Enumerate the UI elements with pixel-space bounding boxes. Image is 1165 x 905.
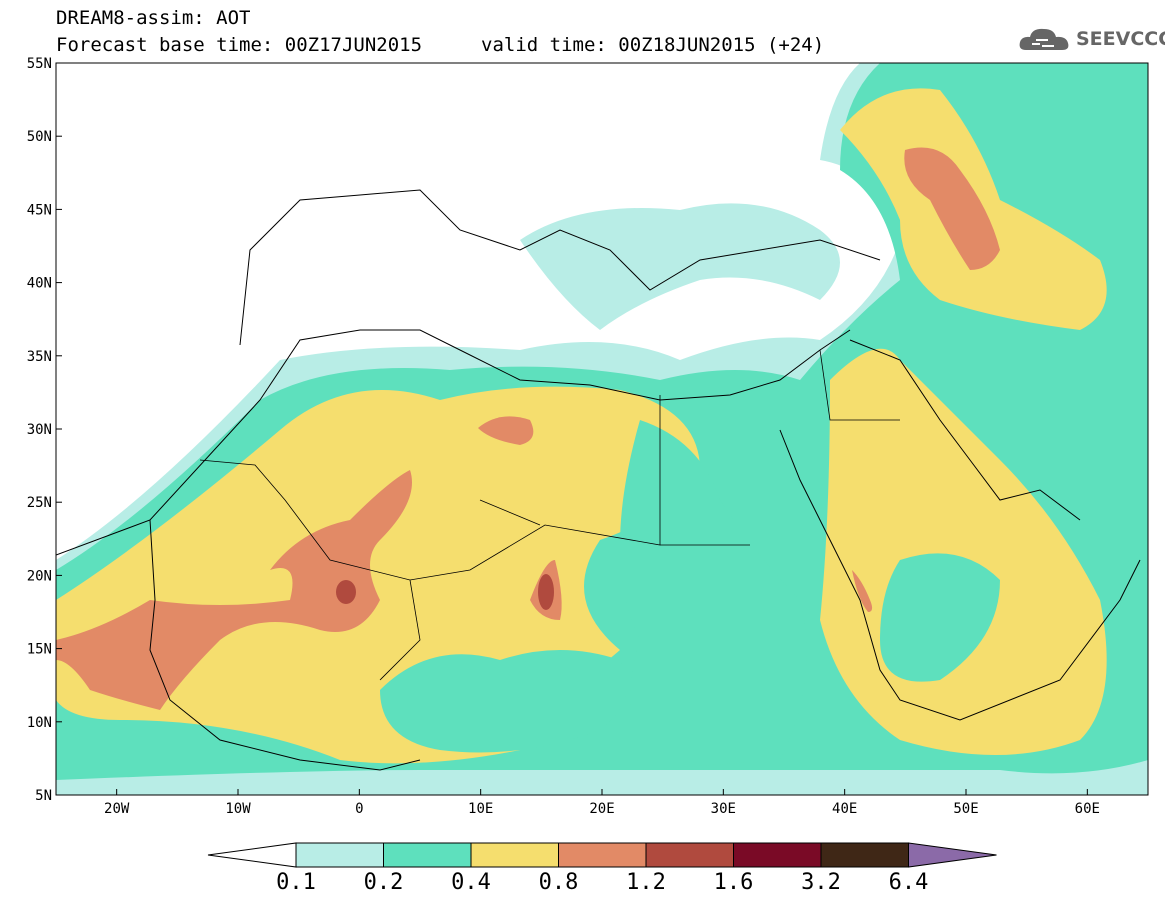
chart-title: DREAM8-assim: AOT [56,7,251,29]
coastline-gulf [849,339,1081,521]
aot-core-chad [538,574,554,610]
coastline [56,329,851,556]
lat-label: 20N [27,568,52,584]
colorbar-swatch [820,842,909,868]
lat-label: 10N [27,715,52,731]
colorbar [207,842,997,868]
lon-label: 10W [225,801,251,817]
aot-band-0.8-libya [478,416,534,445]
colorbar-label: 6.4 [888,870,929,895]
colorbar-label: 0.2 [363,870,404,895]
colorbar-label: 0.1 [276,870,316,895]
lat-label: 35N [27,349,52,365]
lat-label: 30N [27,422,52,438]
colorbar-over-arrow [908,842,997,868]
aot-band-0.8-caspian [904,147,1000,270]
colorbar-label: 1.2 [626,870,666,895]
coastline-redsea [779,429,1141,721]
seevccc-logo: SEEVCCC [1018,24,1165,54]
lon-label: 0 [355,801,363,817]
lat-label: 45N [27,202,52,218]
colorbar-swatch [645,842,734,868]
colorbar-swatch [733,842,822,868]
lon-label: 10E [468,801,493,817]
logo-text: SEEVCCC [1076,28,1165,50]
colorbar-label: 0.4 [451,870,491,895]
lat-label: 15N [27,642,52,658]
colorbar-label: 3.2 [801,870,841,895]
country-borders [199,349,900,681]
lon-label: 60E [1075,801,1100,817]
lon-label: 50E [953,801,978,817]
lat-label: 40N [27,276,52,292]
lat-label: 50N [27,129,52,145]
lon-label: 20E [589,801,614,817]
colorbar-under-arrow [207,842,297,868]
colorbar-swatch [383,842,472,868]
forecast-base-time: Forecast base time: 00Z17JUN2015 [56,34,423,56]
lon-label: 20W [104,801,130,817]
colorbar-swatch [470,842,559,868]
lat-label: 25N [27,495,52,511]
cloud-logo-icon [1019,28,1069,50]
colorbar-label: 1.6 [713,870,754,895]
aot-band-0.8-redsea [852,570,873,612]
lat-label: 55N [27,56,52,72]
aot-core-mali [336,580,356,604]
colorbar-swatch [295,842,384,868]
colorbar-swatch [558,842,647,868]
valid-time: valid time: 00Z18JUN2015 (+24) [481,34,825,56]
lat-label: 5N [35,788,52,804]
coastline-westafrica [149,519,421,771]
latitude-axis: 55N 50N 45N 40N 35N 30N 25N 20N 15N 10N 5N [27,56,62,804]
longitude-axis: 20W 10W 0 10E 20E 30E 40E 50E 60E [104,789,1100,817]
aot-band-0.2-central [620,420,807,770]
lon-label: 30E [711,801,736,817]
aot-band-0.2-gulf [880,553,1000,682]
aot-band-0.8-west-africa [56,470,412,710]
aot-band-0.1-balkans [520,203,840,330]
lon-label: 40E [832,801,857,817]
aot-band-0.2-sahel [380,650,627,753]
colorbar-label: 0.8 [538,870,579,895]
aot-field [56,63,1148,795]
coastline-europe [239,189,881,346]
